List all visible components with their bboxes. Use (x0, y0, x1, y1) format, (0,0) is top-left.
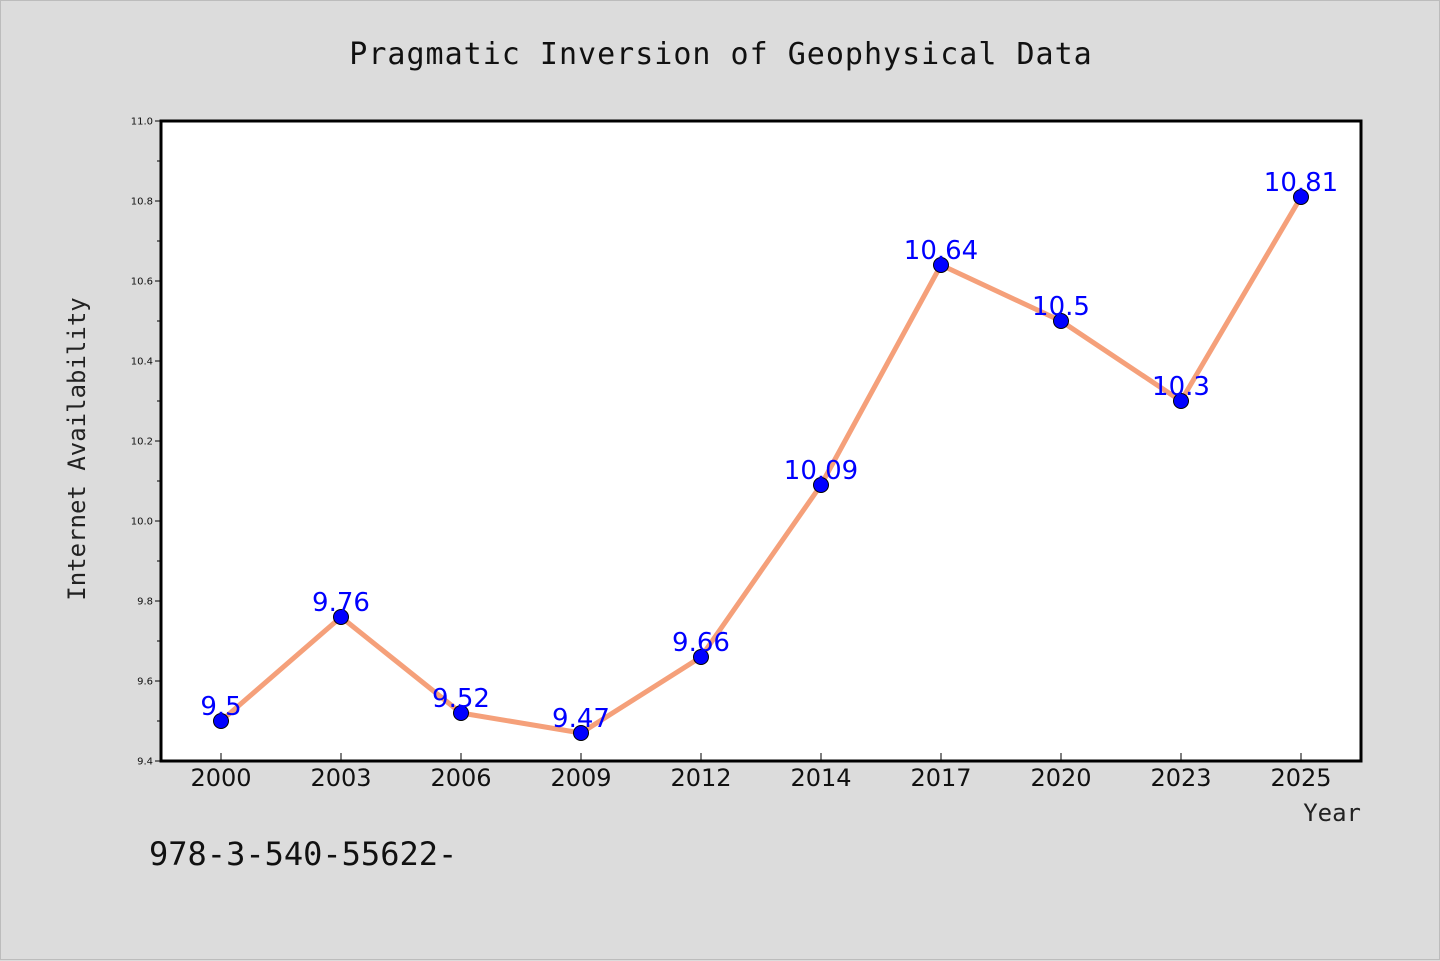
data-label: 9.47 (552, 704, 610, 734)
x-tick-label: 2003 (310, 764, 371, 792)
x-tick-label: 2023 (1150, 764, 1211, 792)
data-label: 10.5 (1032, 292, 1090, 322)
data-point (813, 477, 829, 493)
data-point (1053, 313, 1069, 329)
data-point (333, 609, 349, 625)
y-tick-label: 10.4 (131, 357, 153, 368)
y-tick-label: 9.8 (137, 597, 153, 608)
chart-title: Pragmatic Inversion of Geophysical Data (349, 37, 1092, 72)
y-tick-label: 9.6 (137, 677, 153, 688)
data-point (1293, 189, 1309, 205)
x-tick-label: 2025 (1270, 764, 1331, 792)
x-tick-label: 2009 (550, 764, 611, 792)
plot-frame (159, 119, 1363, 763)
y-tick-label: 11.0 (131, 117, 153, 128)
y-tick-label: 9.4 (137, 757, 153, 768)
y-tick-label: 10.0 (131, 517, 153, 528)
x-axis: 2000 2003 2006 2009 2012 2014 2017 2020 2023 2025 (190, 753, 1332, 792)
data-point (1173, 393, 1189, 409)
x-tick-label: 2012 (670, 764, 731, 792)
data-label: 9.76 (312, 588, 370, 618)
x-tick-label: 2006 (430, 764, 491, 792)
y-axis-label: Internet Availability (63, 297, 91, 600)
data-label: 10.81 (1264, 168, 1338, 198)
data-point (213, 713, 229, 729)
x-axis-label: Year (1303, 799, 1361, 827)
data-label: 9.52 (432, 684, 490, 714)
data-point (453, 705, 469, 721)
x-tick-label: 2014 (790, 764, 851, 792)
y-tick-label: 10.6 (131, 277, 153, 288)
x-tick-label: 2017 (910, 764, 971, 792)
x-tick-label: 2020 (1030, 764, 1091, 792)
y-tick-label: 10.8 (131, 197, 153, 208)
data-label: 10.09 (784, 456, 858, 486)
y-axis: 9.4 9.6 9.8 10.0 10.2 10.4 10.6 10.8 11.0 (131, 117, 161, 768)
data-label: 9.66 (672, 628, 730, 658)
x-tick-label: 2000 (190, 764, 251, 792)
data-point (693, 649, 709, 665)
footer-text: 978-3-540-55622- (149, 835, 457, 873)
data-label: 10.64 (904, 236, 978, 266)
plot-area (161, 121, 1361, 761)
series-layer: 9.5 9.76 9.52 9.47 9.66 10.09 10.64 10.5 10.3 10.… (200, 168, 1338, 741)
data-label: 9.5 (200, 692, 241, 722)
series-line (218, 194, 1304, 736)
y-tick-label: 10.2 (131, 437, 153, 448)
data-point (573, 725, 589, 741)
data-label: 10.3 (1152, 372, 1210, 402)
data-point (933, 257, 949, 273)
